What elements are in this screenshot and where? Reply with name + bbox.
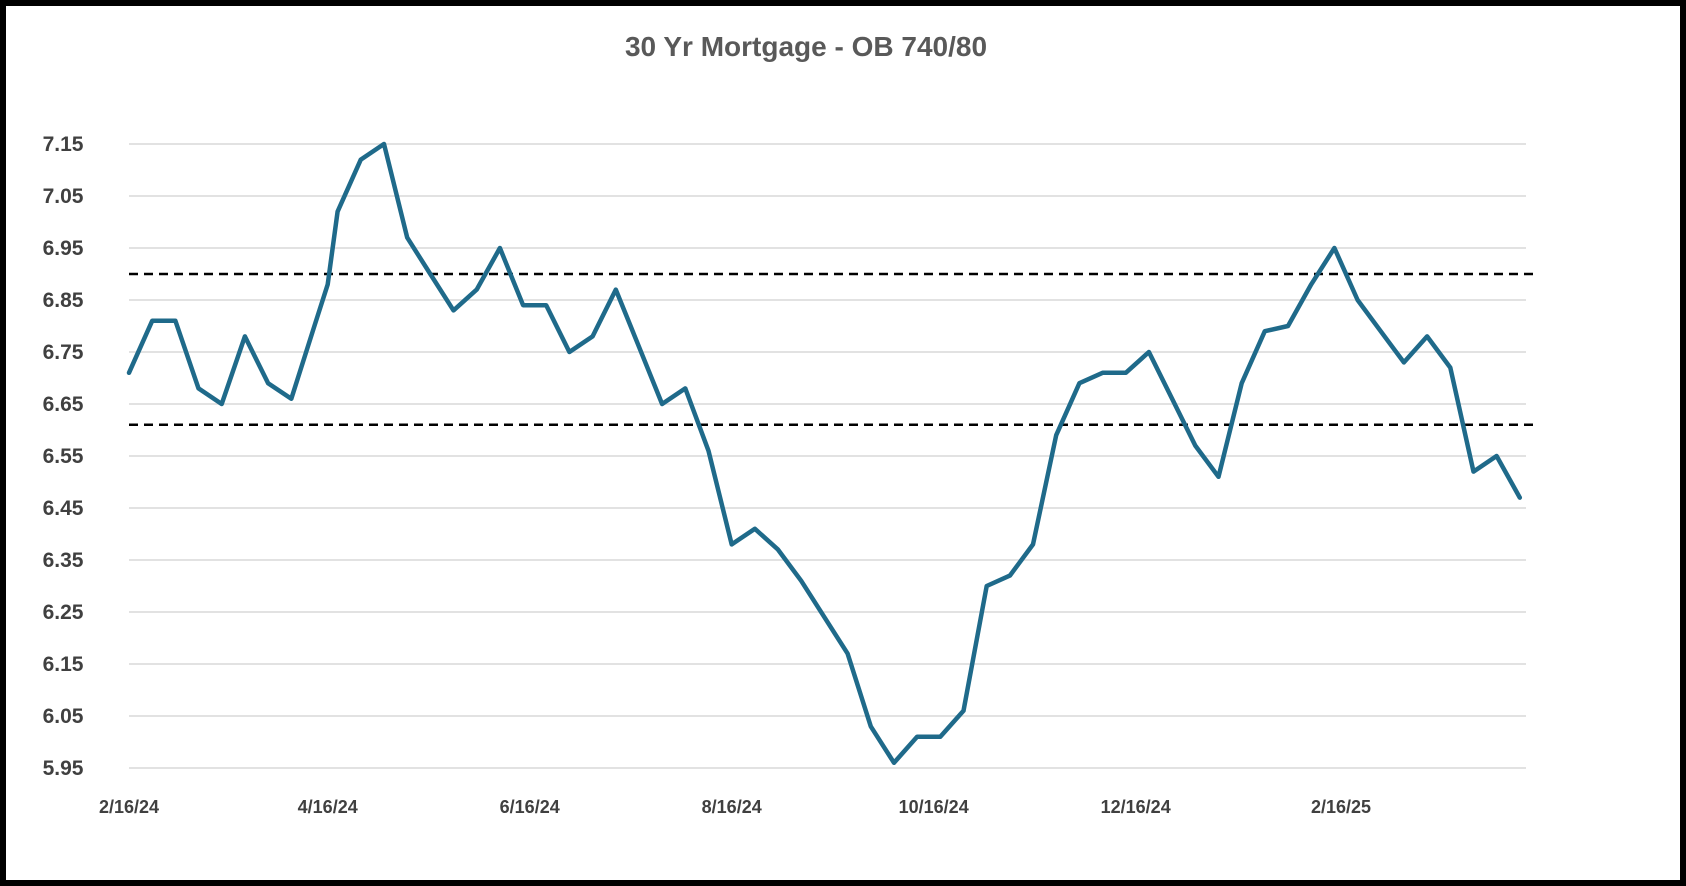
y-tick-label: 6.75 (43, 341, 84, 364)
y-tick-label: 6.05 (43, 705, 84, 728)
x-tick-label: 10/16/24 (899, 797, 969, 817)
y-tick-label: 6.45 (43, 497, 84, 520)
y-axis-ticks: 7.15 7.05 6.95 6.85 6.75 6.65 6.55 6.45 6.35 6.25… (43, 133, 84, 780)
chart-title: 30 Yr Mortgage - OB 740/80 (625, 31, 987, 62)
y-tick-label: 6.85 (43, 289, 84, 312)
gridlines (129, 143, 1526, 769)
x-tick-label: 2/16/24 (99, 797, 159, 817)
x-tick-label: 4/16/24 (298, 797, 358, 817)
x-tick-label: 12/16/24 (1101, 797, 1171, 817)
x-tick-label: 2/16/25 (1311, 797, 1371, 817)
y-tick-label: 7.05 (43, 185, 84, 208)
y-tick-label: 7.15 (43, 133, 84, 156)
x-tick-label: 6/16/24 (500, 797, 560, 817)
x-tick-label: 8/16/24 (702, 797, 762, 817)
line-chart: 30 Yr Mortgage - OB 740/80 7.15 7.05 6.95 6… (43, 31, 1536, 817)
y-tick-label: 6.55 (43, 445, 84, 468)
y-tick-label: 6.95 (43, 237, 84, 260)
chart-frame: 30 Yr Mortgage - OB 740/80 7.15 7.05 6.95 6… (6, 6, 1680, 880)
y-tick-label: 6.25 (43, 601, 84, 624)
y-tick-label: 6.35 (43, 549, 84, 572)
series-group (126, 141, 1523, 766)
x-axis-ticks: 2/16/24 4/16/24 6/16/24 8/16/24 10/16/24 12/1… (99, 797, 1371, 817)
y-tick-label: 6.65 (43, 393, 84, 416)
y-tick-label: 6.15 (43, 653, 84, 676)
y-tick-label: 5.95 (43, 757, 84, 780)
reference-lines (129, 272, 1536, 427)
series-line (126, 141, 1523, 766)
